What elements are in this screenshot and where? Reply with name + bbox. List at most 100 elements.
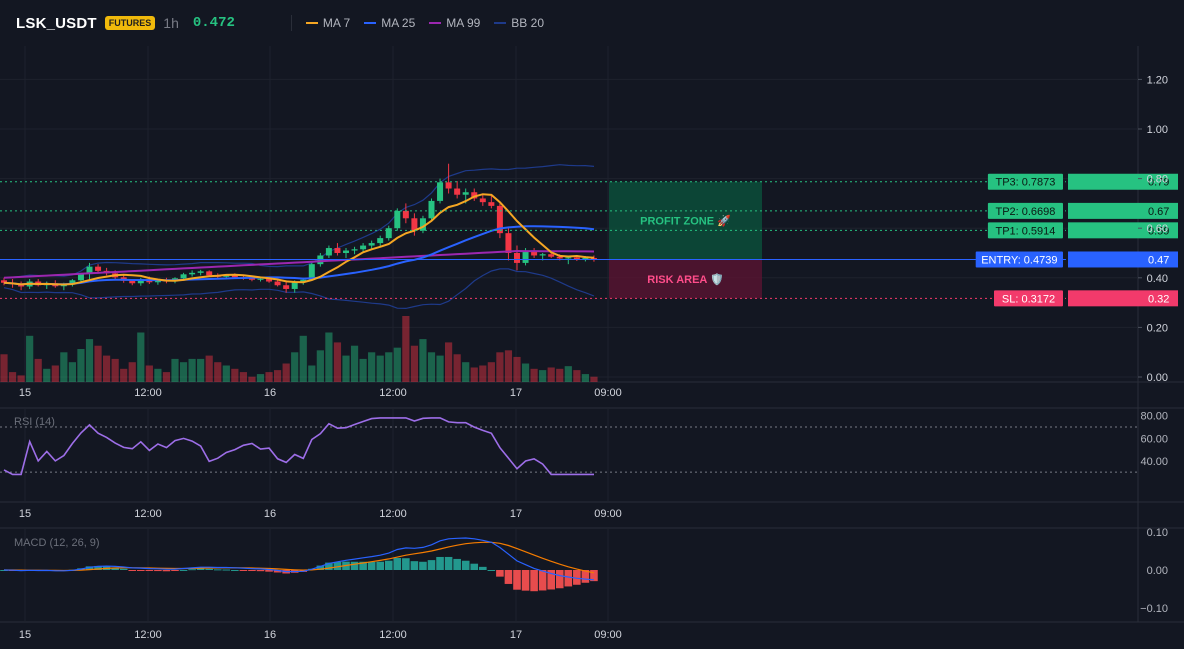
candle-body [189, 272, 196, 275]
candle-body [154, 280, 161, 283]
volume-bar [214, 362, 222, 382]
price-tick-label: 1.20 [1147, 74, 1168, 86]
candle-body [248, 278, 255, 280]
legend-ma99[interactable]: MA 99 [429, 16, 480, 30]
macd-signal-line [4, 541, 595, 574]
bb-lower [3, 268, 595, 310]
candle-body [505, 233, 512, 253]
macd-histogram-bar [273, 570, 282, 573]
candle-body [360, 245, 367, 250]
volume-bar [77, 349, 85, 382]
legend-ma25[interactable]: MA 25 [364, 16, 415, 30]
ma7-line [3, 193, 595, 286]
volume-bar [282, 363, 290, 382]
macd-histogram-bar [487, 569, 496, 571]
macd-histogram-bar [265, 570, 273, 572]
volume-bar [85, 339, 94, 382]
timeframe-label[interactable]: 1h [163, 15, 179, 31]
candle-body [454, 188, 461, 195]
candle-body [266, 278, 273, 282]
candle-body [419, 218, 426, 231]
legend-ma25-label: MA 25 [381, 16, 416, 30]
volume-bar [171, 358, 179, 382]
candle-body [223, 275, 230, 277]
volume-bar [410, 345, 418, 382]
time-axes: 15 12:00 16 12:00 17 09:00 15 12:00 16 12:00 17 09:… [19, 387, 622, 641]
candle-body [377, 238, 384, 244]
rsi-title: RSI (14) [14, 416, 55, 428]
candle-body [428, 200, 435, 219]
time-tick-label: 12:00 [134, 629, 162, 641]
price-levels: TP3: 0.7873 0.79 TP2: 0.6698 0.67 TP1: 0.591… [0, 173, 1178, 307]
price-tick-label: 0.40 [1147, 273, 1168, 285]
candle-body [385, 228, 392, 239]
volume-bar [445, 342, 453, 382]
macd-histogram-bar [325, 562, 333, 570]
sl-label: SL: 0.3172 [1002, 293, 1055, 305]
macd-histogram-bar [538, 570, 547, 591]
candle-body [462, 192, 469, 195]
tp3-label: TP3: 0.7873 [995, 177, 1055, 189]
macd-histogram-bar [436, 556, 444, 570]
price-tick-label: 0.80 [1147, 174, 1168, 186]
legend-ma7[interactable]: MA 7 [305, 16, 350, 30]
candle-body [565, 257, 572, 259]
volume-bar [60, 352, 68, 382]
volume-bar [479, 365, 487, 382]
tp2-label-box [987, 202, 1063, 219]
volume-bar [376, 355, 384, 382]
volume-bar [145, 365, 153, 382]
volume-bar [222, 365, 230, 382]
candle-body [300, 279, 307, 282]
volume-bar [564, 366, 572, 382]
volume-bar [43, 368, 51, 382]
risk-zone-label: RISK AREA 🛡️ [647, 273, 723, 286]
volume-bars [0, 316, 598, 382]
volume-bar [453, 354, 461, 382]
candle-body [197, 271, 204, 273]
ma7-swatch [305, 22, 318, 24]
time-tick-label: 15 [19, 387, 31, 399]
volume-bar [496, 352, 504, 382]
macd-histogram-bar [231, 569, 239, 571]
time-tick-label: 16 [264, 387, 276, 399]
volume-bar [17, 375, 25, 382]
risk-zone [609, 259, 762, 299]
candle-body [69, 280, 76, 285]
macd-tick: 0.00 [1147, 565, 1168, 577]
rsi-tick: 60.00 [1140, 433, 1168, 445]
volume-bar [539, 370, 547, 382]
candle-body [95, 266, 102, 271]
volume-bar [385, 352, 393, 382]
macd-histogram-bar [333, 561, 342, 570]
price-tick-label: 0.20 [1147, 322, 1168, 334]
candle-body [343, 250, 349, 253]
time-tick-label: 15 [19, 629, 31, 641]
candle-body [291, 281, 298, 289]
trade-zones: PROFIT ZONE 🚀 RISK AREA 🛡️ [609, 181, 762, 299]
volume-bar [590, 376, 598, 382]
macd-histogram-bar [564, 570, 573, 587]
macd-histogram-bar [461, 560, 470, 570]
candle-body [1, 280, 7, 283]
tp3-axis-box [1068, 173, 1178, 190]
macd-histogram-bar [504, 570, 513, 584]
symbol-name[interactable]: LSK_USDT [16, 14, 97, 32]
volume-bar [94, 345, 102, 382]
volume-bar [68, 362, 76, 382]
legend-bb20-label: BB 20 [511, 16, 544, 30]
macd-histogram-bar [496, 570, 504, 577]
entry-axis-box [1068, 251, 1178, 268]
grid-lines [0, 46, 1138, 622]
volume-bar [162, 372, 171, 382]
macd-histogram-bar [248, 570, 256, 572]
volume-bar [487, 362, 495, 382]
price-tick-label: 0.00 [1147, 372, 1168, 384]
macd-histogram-bar [128, 570, 137, 571]
candle-body [556, 256, 563, 259]
legend-bb20[interactable]: BB 20 [494, 16, 544, 30]
price-axis[interactable]: 1.20 1.00 0.80 0.60 0.40 0.20 0.00 [1138, 74, 1168, 384]
macd-histogram-bar [384, 560, 393, 570]
candle-body [573, 257, 580, 260]
